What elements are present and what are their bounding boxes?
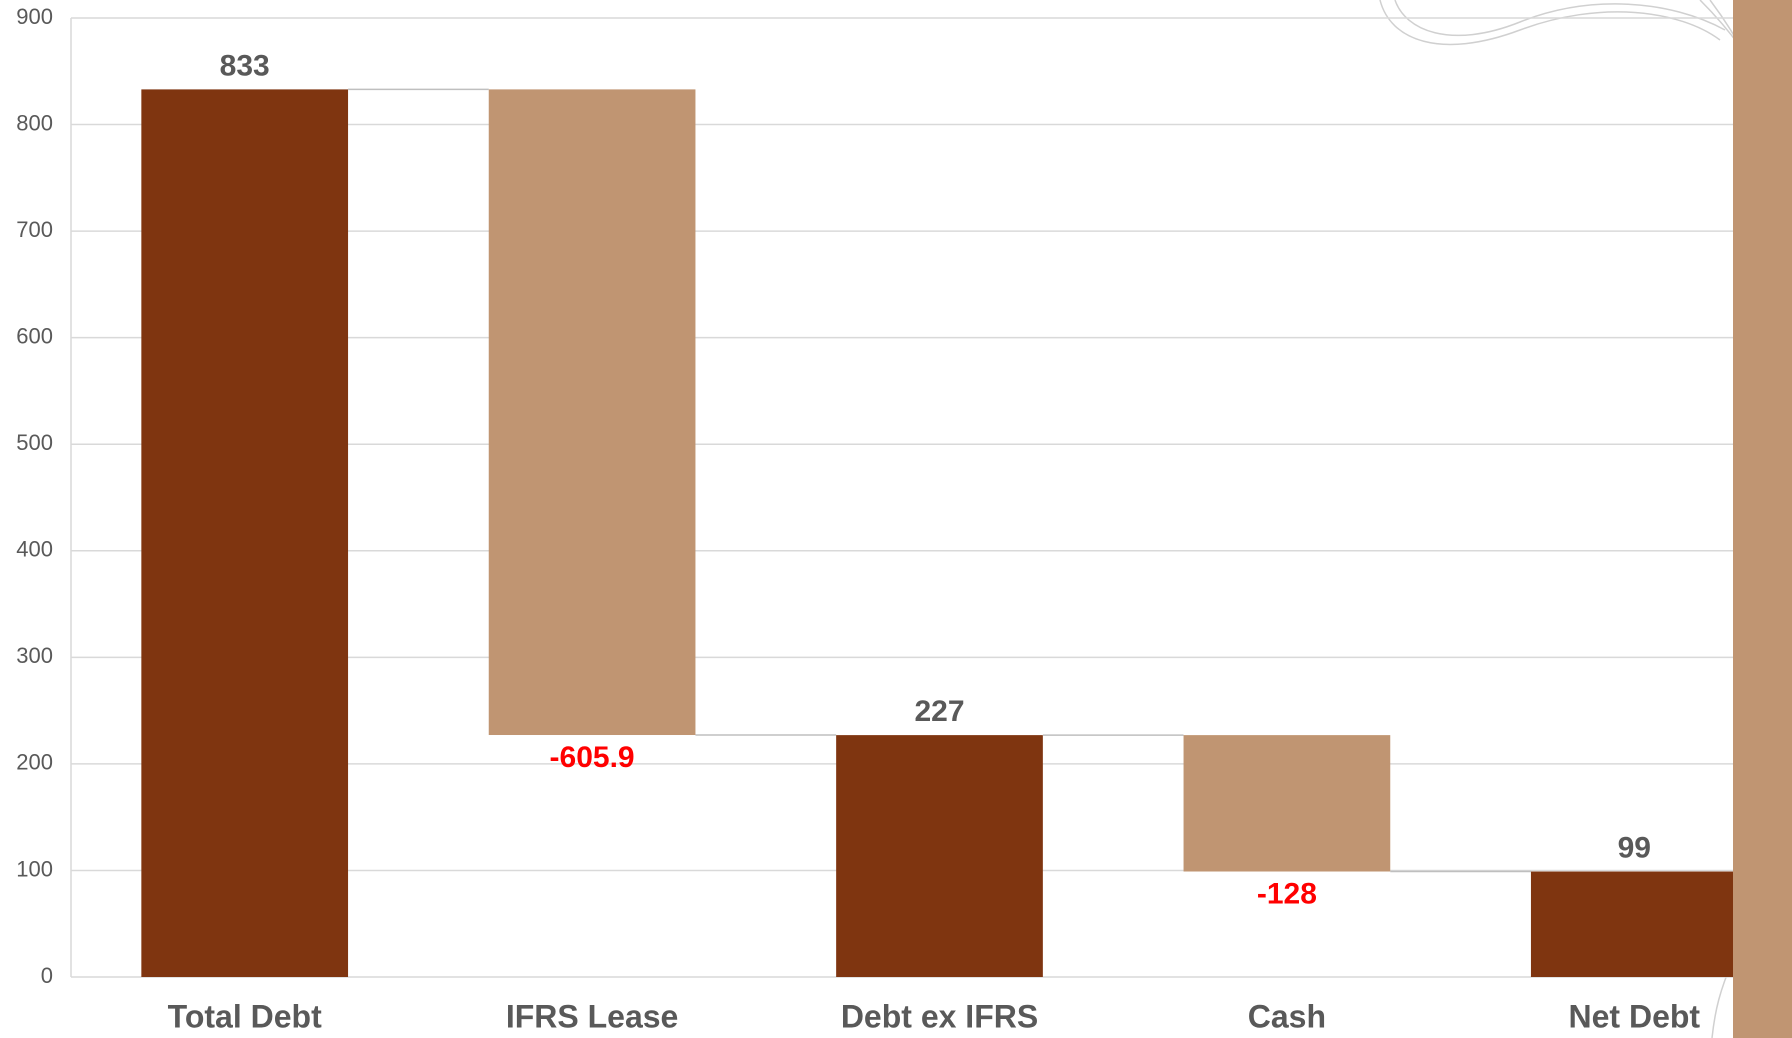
bar (1530, 871, 1738, 977)
y-tick-label: 300 (16, 643, 53, 668)
data-label: 227 (914, 695, 964, 728)
y-tick-label: 600 (16, 323, 53, 348)
data-label: -128 (1257, 877, 1317, 910)
data-label: -605.9 (550, 741, 635, 774)
data-label: 833 (220, 49, 270, 82)
x-tick-label: Total Debt (168, 998, 322, 1034)
bar (1183, 735, 1391, 872)
x-tick-label: Net Debt (1569, 998, 1701, 1034)
decoration-strip (1733, 0, 1792, 1038)
y-tick-label: 200 (16, 750, 53, 775)
x-tick-label: IFRS Lease (506, 998, 679, 1034)
bar (141, 89, 349, 978)
y-tick-label: 500 (16, 430, 53, 455)
x-tick-label: Cash (1248, 998, 1326, 1034)
bar (488, 89, 696, 736)
y-tick-label: 900 (16, 4, 53, 29)
y-tick-label: 100 (16, 856, 53, 881)
data-label: 99 (1618, 831, 1651, 864)
x-tick-label: Debt ex IFRS (841, 998, 1038, 1034)
bar (836, 735, 1043, 977)
y-tick-label: 400 (16, 537, 53, 562)
y-tick-label: 0 (41, 963, 53, 988)
y-tick-label: 800 (16, 110, 53, 135)
y-tick-label: 700 (16, 217, 53, 242)
